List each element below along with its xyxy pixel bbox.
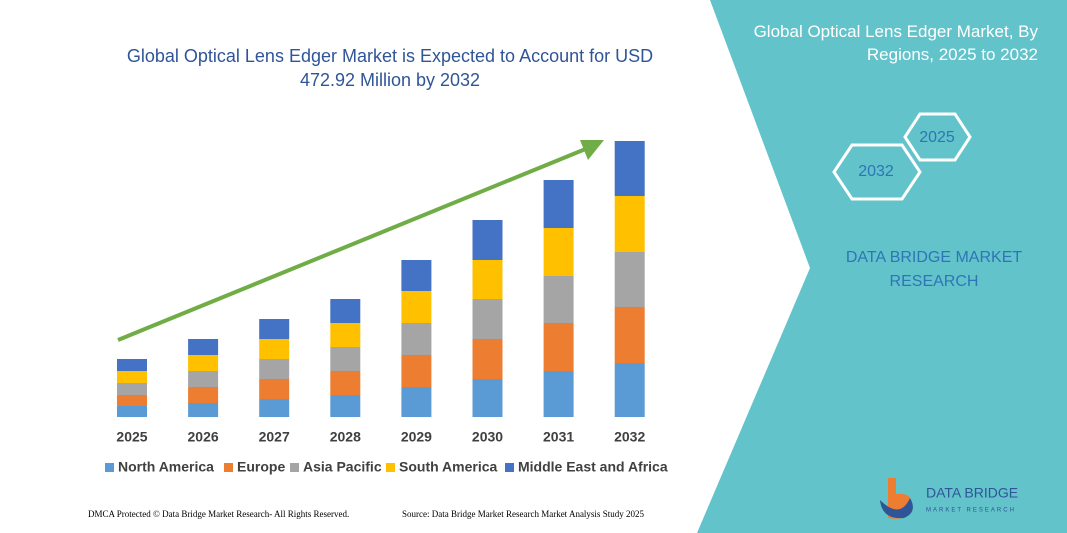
bar-segment	[543, 276, 574, 323]
bar-segment	[401, 260, 432, 291]
x-tick-label: 2030	[472, 429, 503, 445]
x-tick-label: 2026	[188, 429, 219, 445]
bar-segment	[330, 371, 361, 395]
bar-segment	[117, 371, 147, 383]
x-tick-label: 2029	[401, 429, 432, 445]
bar-segment	[543, 371, 574, 417]
legend-swatch	[505, 463, 514, 472]
side-panel	[697, 0, 1067, 533]
bar-segment	[188, 371, 219, 387]
bar-segment	[472, 299, 503, 339]
footer-left: DMCA Protected © Data Bridge Market Rese…	[88, 509, 350, 519]
legend-label: South America	[399, 459, 497, 475]
bar-segment	[472, 379, 503, 417]
bar-segment	[259, 399, 290, 417]
panel-title: Global Optical Lens Edger Market, By Reg…	[753, 22, 1038, 64]
bar-segment	[330, 323, 361, 347]
logo-mark	[880, 498, 913, 519]
x-tick-label: 2028	[330, 429, 361, 445]
bar-segment	[259, 359, 290, 379]
bar-segment	[117, 395, 147, 406]
x-tick-label: 2025	[116, 429, 147, 445]
logo-name: DATA BRIDGE	[926, 485, 1018, 501]
hexagon	[903, 112, 972, 162]
bar-segment	[259, 379, 290, 399]
legend-swatch	[386, 463, 395, 472]
x-tick-label: 2031	[543, 429, 574, 445]
bar-segment	[401, 355, 432, 387]
legend-label: Asia Pacific	[303, 459, 382, 475]
legend-swatch	[105, 463, 114, 472]
bar-segment	[472, 339, 503, 379]
legend-label: Europe	[237, 459, 285, 475]
bar-segment	[117, 406, 147, 417]
bar-segment	[543, 228, 574, 276]
bar-segment	[330, 347, 361, 371]
bar-segment	[188, 355, 219, 371]
chart-title: Global Optical Lens Edger Market is Expe…	[126, 46, 654, 90]
bar-segment	[188, 403, 219, 417]
bar-segment	[543, 323, 574, 371]
footer-right: Source: Data Bridge Market Research Mark…	[402, 509, 644, 519]
bar-segment	[614, 307, 645, 363]
logo-tagline: MARKET RESEARCH	[926, 508, 1016, 514]
brand: DATA BRIDGE MARKET RESEARCH	[845, 249, 1023, 290]
bar-segment	[472, 260, 503, 299]
bar-segment	[614, 363, 645, 417]
bar-segment	[401, 387, 432, 417]
legend-label: Middle East and Africa	[518, 459, 668, 475]
bar-segment	[117, 359, 147, 371]
bar-segment	[259, 339, 290, 359]
bar-segment	[614, 196, 645, 252]
bar-segment	[543, 180, 574, 228]
hexagon-label: 2032	[858, 163, 894, 180]
bar-segment	[259, 319, 290, 339]
bar-segment	[401, 291, 432, 323]
logo: DATA BRIDGE MARKET RESEARCH	[880, 478, 1018, 519]
bar-segment	[330, 299, 361, 323]
bar-segment	[401, 323, 432, 355]
legend-swatch	[224, 463, 233, 472]
legend-swatch	[290, 463, 299, 472]
hexagon	[832, 143, 922, 201]
hexagon-label: 2025	[919, 129, 955, 146]
legend-label: North America	[118, 459, 214, 475]
bar-segment	[614, 252, 645, 307]
bar-segment	[117, 383, 147, 395]
x-tick-label: 2027	[259, 429, 290, 445]
trend-arrow	[117, 146, 589, 342]
bar-segment	[472, 220, 503, 260]
bar-segment	[188, 339, 219, 355]
bar-segment	[330, 395, 361, 417]
bar-segment	[188, 387, 219, 403]
arrow-head	[580, 140, 604, 160]
bar-segment	[614, 141, 645, 196]
x-tick-label: 2032	[614, 429, 645, 445]
